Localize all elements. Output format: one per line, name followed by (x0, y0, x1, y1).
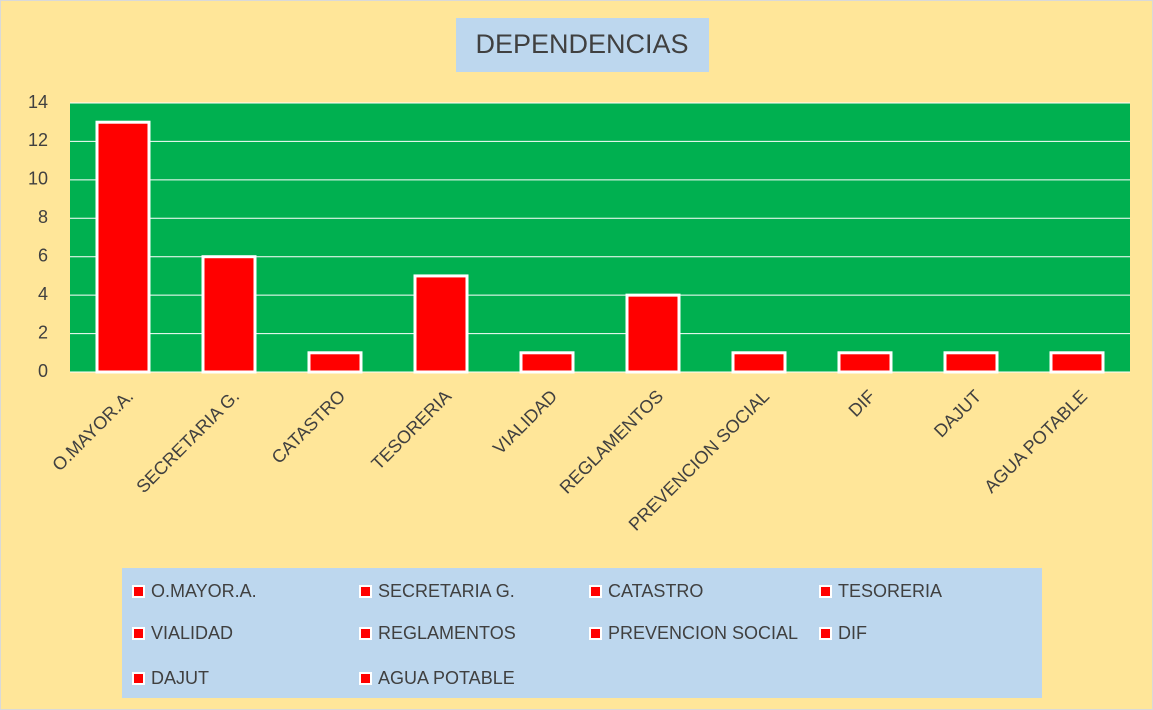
bar (1049, 351, 1105, 374)
legend-swatch (589, 627, 602, 640)
legend-label: PREVENCION SOCIAL (608, 623, 798, 643)
legend-swatch (819, 627, 832, 640)
legend-label: O.MAYOR.A. (151, 581, 257, 601)
y-tick-label: 2 (38, 322, 48, 342)
legend-swatch (359, 585, 372, 598)
legend-swatch (589, 585, 602, 598)
legend-swatch (819, 585, 832, 598)
y-tick-label: 10 (28, 169, 48, 189)
bar (837, 351, 893, 374)
legend-label: AGUA POTABLE (378, 668, 515, 688)
bar (201, 255, 257, 374)
legend-label: VIALIDAD (151, 623, 233, 643)
y-tick-label: 12 (28, 130, 48, 150)
bar (519, 351, 575, 374)
y-tick-label: 4 (38, 284, 48, 304)
legend-label: SECRETARIA G. (378, 581, 515, 601)
y-tick-label: 6 (38, 245, 48, 265)
title-box (456, 18, 709, 72)
y-tick-label: 0 (38, 361, 48, 381)
bar (625, 293, 681, 374)
legend-label: DIF (838, 623, 867, 643)
chart-title: DEPENDENCIAS (475, 29, 688, 59)
legend-label: REGLAMENTOS (378, 623, 516, 643)
legend-swatch (359, 627, 372, 640)
legend-label: CATASTRO (608, 581, 703, 601)
legend-label: TESORERIA (838, 581, 942, 601)
bar (307, 351, 363, 374)
bar (95, 120, 151, 374)
legend-swatch (132, 585, 145, 598)
y-tick-label: 8 (38, 207, 48, 227)
legend-label: DAJUT (151, 668, 209, 688)
bar (731, 351, 787, 374)
bar (943, 351, 999, 374)
legend-swatch (132, 627, 145, 640)
y-tick-label: 14 (28, 92, 48, 112)
bar (413, 274, 469, 374)
legend-swatch (132, 672, 145, 685)
legend-swatch (359, 672, 372, 685)
legend-box (122, 568, 1042, 698)
